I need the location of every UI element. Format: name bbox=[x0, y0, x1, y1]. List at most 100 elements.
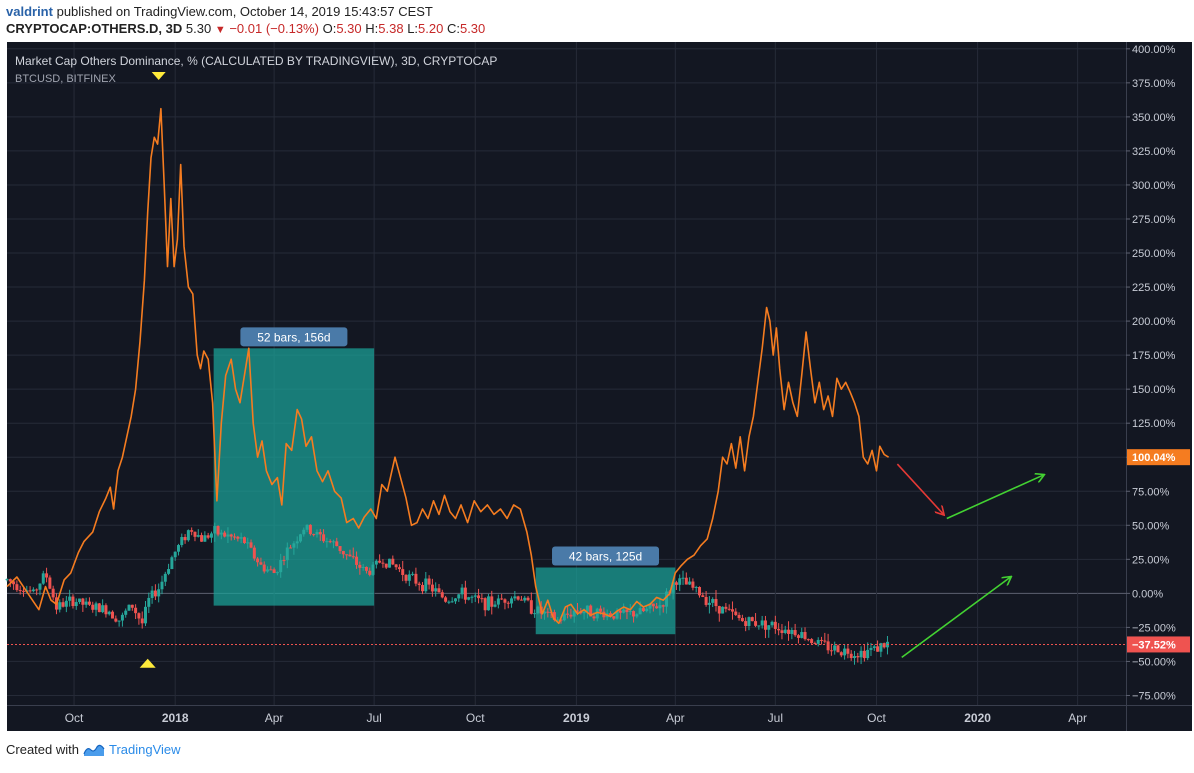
btc-candle bbox=[486, 596, 490, 611]
btc-candle bbox=[140, 618, 144, 624]
btc-candle bbox=[450, 601, 454, 603]
btc-candle bbox=[229, 534, 233, 537]
btc-candle bbox=[876, 646, 880, 652]
btc-candle bbox=[519, 599, 523, 601]
btc-candle bbox=[374, 560, 378, 565]
btc-candle bbox=[618, 610, 622, 613]
btc-candle bbox=[773, 621, 777, 629]
btc-candle bbox=[777, 628, 781, 631]
btc-candle bbox=[239, 537, 243, 539]
btc-candle bbox=[496, 598, 500, 605]
btc-candle bbox=[444, 597, 448, 602]
btc-candle bbox=[318, 532, 322, 535]
btc-candle bbox=[338, 546, 342, 552]
btc-candle bbox=[879, 643, 883, 652]
btc-candle bbox=[800, 632, 804, 638]
price-tag-box bbox=[1127, 636, 1190, 653]
btc-candle bbox=[671, 582, 675, 593]
btc-candle bbox=[397, 567, 401, 570]
btc-candle bbox=[21, 590, 25, 592]
btc-candle bbox=[856, 656, 860, 658]
btc-candle bbox=[262, 564, 266, 572]
btc-candle bbox=[470, 596, 474, 598]
btc-candle bbox=[473, 595, 477, 597]
btc-candle bbox=[707, 602, 711, 605]
btc-candle bbox=[68, 596, 72, 601]
low-label: L: bbox=[407, 21, 419, 36]
btc-candle bbox=[638, 608, 642, 615]
btc-candle bbox=[655, 606, 659, 609]
btc-candle bbox=[61, 602, 65, 607]
btc-candle bbox=[447, 601, 451, 603]
x-tick-label: Oct bbox=[867, 711, 886, 725]
btc-candle bbox=[242, 537, 246, 544]
btc-candle bbox=[256, 558, 260, 563]
btc-candle bbox=[826, 641, 830, 651]
btc-candle bbox=[421, 584, 425, 592]
btc-candle bbox=[361, 566, 365, 568]
btc-candle bbox=[562, 613, 566, 621]
btc-candle bbox=[440, 592, 444, 598]
btc-candle bbox=[816, 639, 820, 644]
btc-candle bbox=[625, 609, 629, 613]
btc-candle bbox=[331, 541, 335, 543]
btc-candle bbox=[595, 608, 599, 619]
btc-candle bbox=[635, 614, 639, 617]
symbol-name: CRYPTOCAP:OTHERS.D, 3D bbox=[6, 21, 183, 36]
btc-candle bbox=[533, 613, 537, 615]
btc-candle bbox=[12, 581, 16, 585]
btc-candle bbox=[852, 656, 856, 659]
btc-candle bbox=[833, 645, 837, 651]
btc-candle bbox=[358, 564, 362, 568]
btc-candle bbox=[186, 530, 190, 541]
btc-candle bbox=[78, 598, 82, 603]
btc-candle bbox=[64, 600, 68, 607]
btc-candle bbox=[163, 573, 167, 582]
btc-candle bbox=[628, 611, 632, 613]
btc-candle bbox=[882, 643, 886, 648]
btc-candle bbox=[641, 608, 645, 612]
btc-candle bbox=[490, 596, 494, 607]
x-tick-label: 2018 bbox=[162, 711, 189, 725]
btc-candle bbox=[810, 639, 814, 644]
down-arrow-icon: ▼ bbox=[214, 24, 226, 36]
btc-candle bbox=[674, 582, 678, 585]
btc-candle bbox=[91, 604, 95, 610]
btc-candle bbox=[608, 613, 612, 617]
btc-candle bbox=[368, 570, 372, 575]
btc-candle bbox=[424, 578, 428, 592]
btc-candle bbox=[862, 650, 866, 659]
marker-up-icon bbox=[139, 658, 156, 668]
btc-candle bbox=[407, 574, 411, 581]
btc-candle bbox=[101, 605, 105, 613]
y-tick-label: 300.00% bbox=[1132, 180, 1176, 192]
btc-candle bbox=[130, 604, 134, 608]
tradingview-brand[interactable]: TradingView bbox=[108, 742, 181, 757]
btc-candle bbox=[434, 588, 438, 592]
btc-candle bbox=[457, 594, 461, 599]
btc-candle bbox=[269, 569, 273, 571]
btc-candle bbox=[401, 569, 405, 576]
author-name[interactable]: valdrint bbox=[6, 4, 53, 19]
btc-candle bbox=[180, 537, 184, 546]
range-label-box bbox=[240, 327, 348, 347]
price-axis-background bbox=[1126, 42, 1192, 731]
btc-candle bbox=[378, 560, 382, 563]
btc-candle bbox=[107, 611, 111, 615]
btc-candle bbox=[734, 611, 738, 615]
btc-candle bbox=[246, 542, 250, 544]
btc-candle bbox=[381, 562, 385, 564]
btc-candle bbox=[763, 620, 767, 630]
btc-candle bbox=[35, 589, 39, 591]
btc-candle bbox=[173, 551, 177, 558]
btc-candle bbox=[589, 605, 593, 617]
btc-candle bbox=[427, 578, 431, 585]
btc-candle bbox=[355, 556, 359, 565]
btc-candle bbox=[823, 640, 827, 642]
btc-candle bbox=[770, 621, 774, 626]
y-tick-label: 75.00% bbox=[1132, 486, 1170, 498]
x-tick-label: Jul bbox=[768, 711, 783, 725]
x-tick-label: 2019 bbox=[563, 711, 590, 725]
